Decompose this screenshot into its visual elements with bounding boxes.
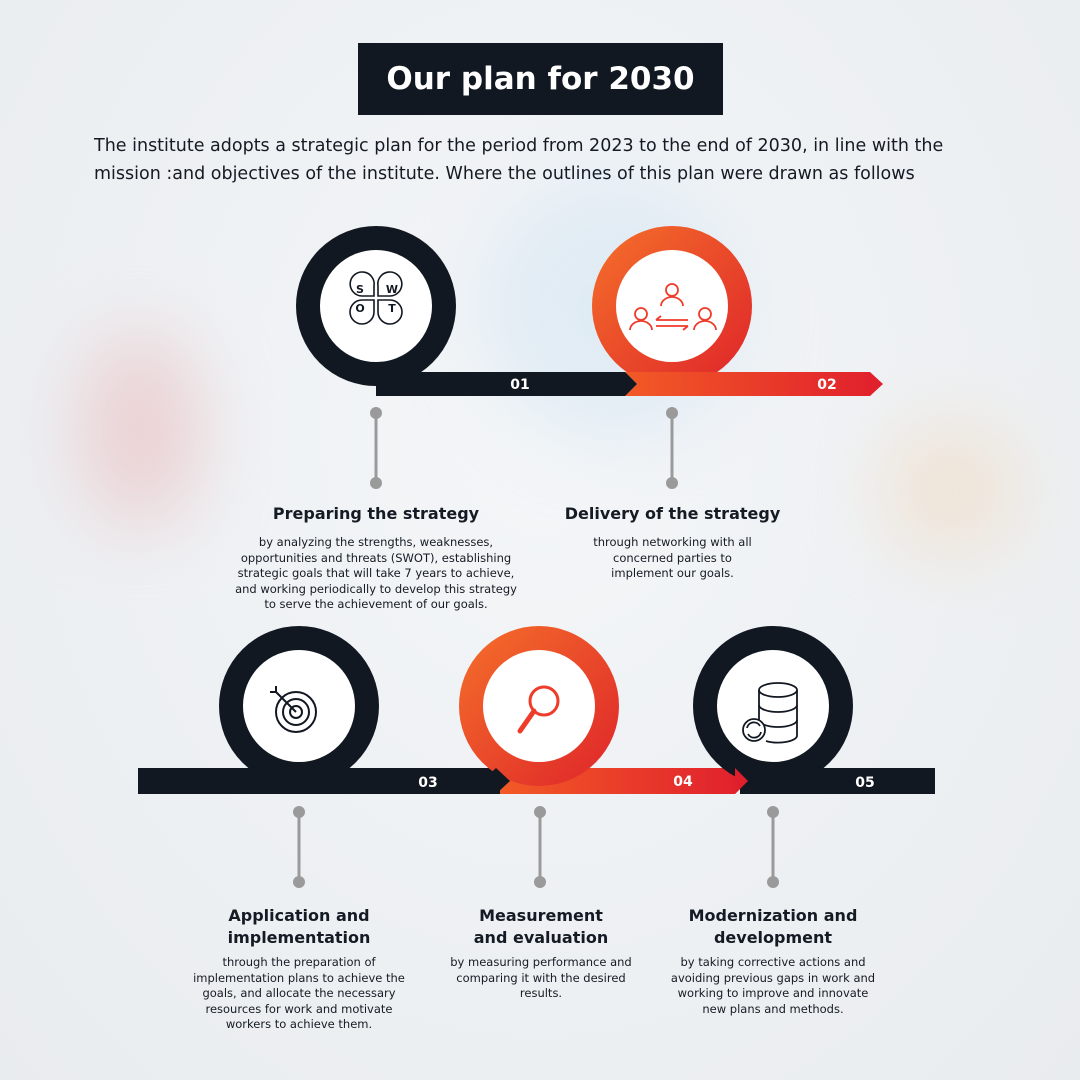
step-03-loop: 03 — [138, 626, 508, 794]
intro-text: The institute adopts a strategic plan fo… — [94, 136, 944, 184]
step-title: Preparing the strategy — [272, 504, 480, 523]
step-04-loop: 04 — [459, 626, 748, 794]
step-02-text: Delivery of the strategy through network… — [560, 503, 785, 582]
step-number: 05 — [855, 775, 874, 791]
database-sync-icon — [742, 682, 798, 744]
page-title: Our plan for 2030 — [358, 43, 723, 115]
background-blur — [80, 330, 200, 530]
step-description: through networking with all concerned pa… — [593, 535, 752, 580]
step-01-loop: 01 — [296, 226, 637, 396]
step-title: Measurement and evaluation — [473, 906, 609, 947]
step-title: Delivery of the strategy — [564, 504, 781, 523]
step-title: Modernization and development — [688, 906, 858, 947]
svg-text:T: T — [388, 302, 396, 315]
step-description: by taking corrective actions and avoidin… — [670, 955, 876, 1016]
step-05-loop: 05 — [693, 626, 935, 794]
connectors — [293, 407, 779, 888]
step-04-text: Measurement and evaluation by measuring … — [445, 905, 637, 1002]
svg-text:O: O — [355, 302, 364, 315]
step-05-text: Modernization and development by taking … — [668, 905, 878, 1017]
svg-text:W: W — [386, 283, 398, 296]
step-title: Application and implementation — [227, 906, 371, 947]
step-01-text: Preparing the strategy by analyzing the … — [230, 503, 522, 613]
step-description: through the preparation of implementatio… — [193, 955, 405, 1031]
step-description: by analyzing the strengths, weaknesses, … — [235, 535, 517, 611]
people-network-icon — [629, 283, 717, 331]
magnifier-icon — [517, 685, 560, 734]
step-number: 01 — [510, 377, 529, 393]
target-icon — [270, 686, 317, 733]
background-blur — [880, 420, 1020, 560]
swot-icon: S W O T — [349, 271, 403, 325]
step-03-text: Application and implementation through t… — [190, 905, 408, 1033]
svg-text:S: S — [356, 283, 364, 296]
step-description: by measuring performance and comparing i… — [450, 955, 632, 1000]
step-02-loop: 02 — [592, 226, 883, 396]
step-number: 02 — [817, 377, 836, 393]
step-number: 04 — [673, 774, 693, 790]
step-number: 03 — [418, 775, 437, 791]
